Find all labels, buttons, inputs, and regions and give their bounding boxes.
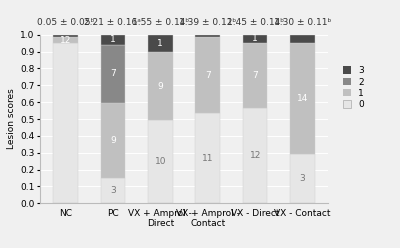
Bar <box>290 35 315 43</box>
Text: 1.30 ± 0.11ᵇ: 1.30 ± 0.11ᵇ <box>274 18 331 27</box>
Bar <box>100 103 125 178</box>
Bar <box>290 154 315 203</box>
Text: 7: 7 <box>252 71 258 80</box>
Bar <box>243 108 268 203</box>
Text: 10: 10 <box>154 157 166 166</box>
Text: 1: 1 <box>158 39 163 48</box>
Y-axis label: Lesion scores: Lesion scores <box>7 89 16 149</box>
Text: 9: 9 <box>158 82 163 91</box>
Text: 9: 9 <box>110 136 116 145</box>
Bar <box>53 37 78 43</box>
Bar <box>148 35 173 52</box>
Text: 11: 11 <box>202 154 214 163</box>
Bar <box>53 43 78 203</box>
Bar <box>195 35 220 37</box>
Text: 12: 12 <box>250 151 261 160</box>
Bar <box>195 37 220 113</box>
Bar <box>290 43 315 154</box>
Text: 1.39 ± 0.12ᵇ: 1.39 ± 0.12ᵇ <box>179 18 236 27</box>
Text: 0.05 ± 0.05ᵇ: 0.05 ± 0.05ᵇ <box>37 18 94 27</box>
Bar <box>100 35 125 45</box>
Text: 12: 12 <box>60 36 71 45</box>
Legend: 3, 2, 1, 0: 3, 2, 1, 0 <box>341 64 366 111</box>
Text: 3: 3 <box>110 186 116 195</box>
Text: 3: 3 <box>300 174 306 183</box>
Bar <box>100 45 125 103</box>
Bar <box>148 120 173 203</box>
Text: 14: 14 <box>297 94 308 103</box>
Bar <box>148 52 173 120</box>
Text: 7: 7 <box>110 69 116 78</box>
Text: 2.21 ± 0.16ᵃ: 2.21 ± 0.16ᵃ <box>84 18 141 27</box>
Bar <box>195 113 220 203</box>
Bar <box>53 35 78 37</box>
Text: 1.55 ± 0.14ᵇ: 1.55 ± 0.14ᵇ <box>132 18 189 27</box>
Bar <box>100 178 125 203</box>
Bar <box>243 35 268 43</box>
Text: 1.45 ± 0.14ᵇ: 1.45 ± 0.14ᵇ <box>226 18 284 27</box>
Bar <box>243 43 268 108</box>
Text: 1: 1 <box>252 34 258 43</box>
Text: 1: 1 <box>110 35 116 44</box>
Text: 7: 7 <box>205 71 210 80</box>
